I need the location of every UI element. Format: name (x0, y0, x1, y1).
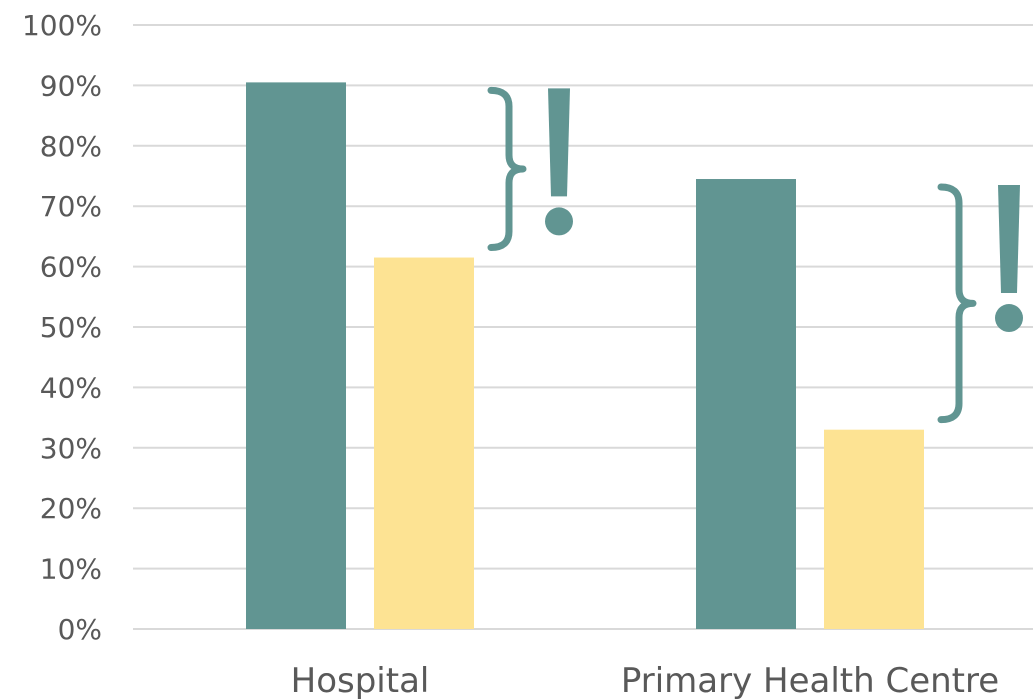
brace-icon (937, 183, 977, 424)
brace-icon (487, 86, 527, 252)
exclamation-dot (545, 207, 573, 236)
y-tick-label: 90% (40, 69, 102, 102)
y-tick-label: 50% (40, 311, 102, 344)
bar-series-1-primary-health-centre (696, 179, 796, 629)
y-tick-label: 30% (40, 432, 102, 465)
bar-series-2-hospital (374, 257, 474, 629)
y-tick-label: 60% (40, 251, 102, 284)
brace-exclamation-icon (937, 183, 1023, 424)
bars (246, 82, 924, 629)
bar-series-2-primary-health-centre (824, 429, 924, 629)
exclamation-bar (548, 88, 570, 197)
brace-exclamation-icon (487, 86, 573, 252)
y-axis: 0% 10% 20% 30% 40% 50% 60% 70% 80% 90% 100% (22, 9, 102, 646)
y-tick-label: 20% (40, 492, 102, 525)
y-tick-label: 70% (40, 190, 102, 223)
y-tick-label: 80% (40, 130, 102, 163)
y-tick-label: 10% (40, 553, 102, 586)
x-category-label: Primary Health Centre (621, 661, 999, 699)
exclamation-bar (998, 185, 1020, 294)
y-tick-label: 100% (22, 9, 102, 42)
x-category-label: Hospital (291, 661, 430, 699)
bar-series-1-hospital (246, 82, 346, 629)
exclamation-dot (995, 304, 1023, 333)
y-tick-label: 40% (40, 371, 102, 404)
x-axis: Hospital Primary Health Centre (291, 661, 1000, 699)
annotations (487, 86, 1023, 424)
y-tick-label: 0% (58, 613, 102, 646)
